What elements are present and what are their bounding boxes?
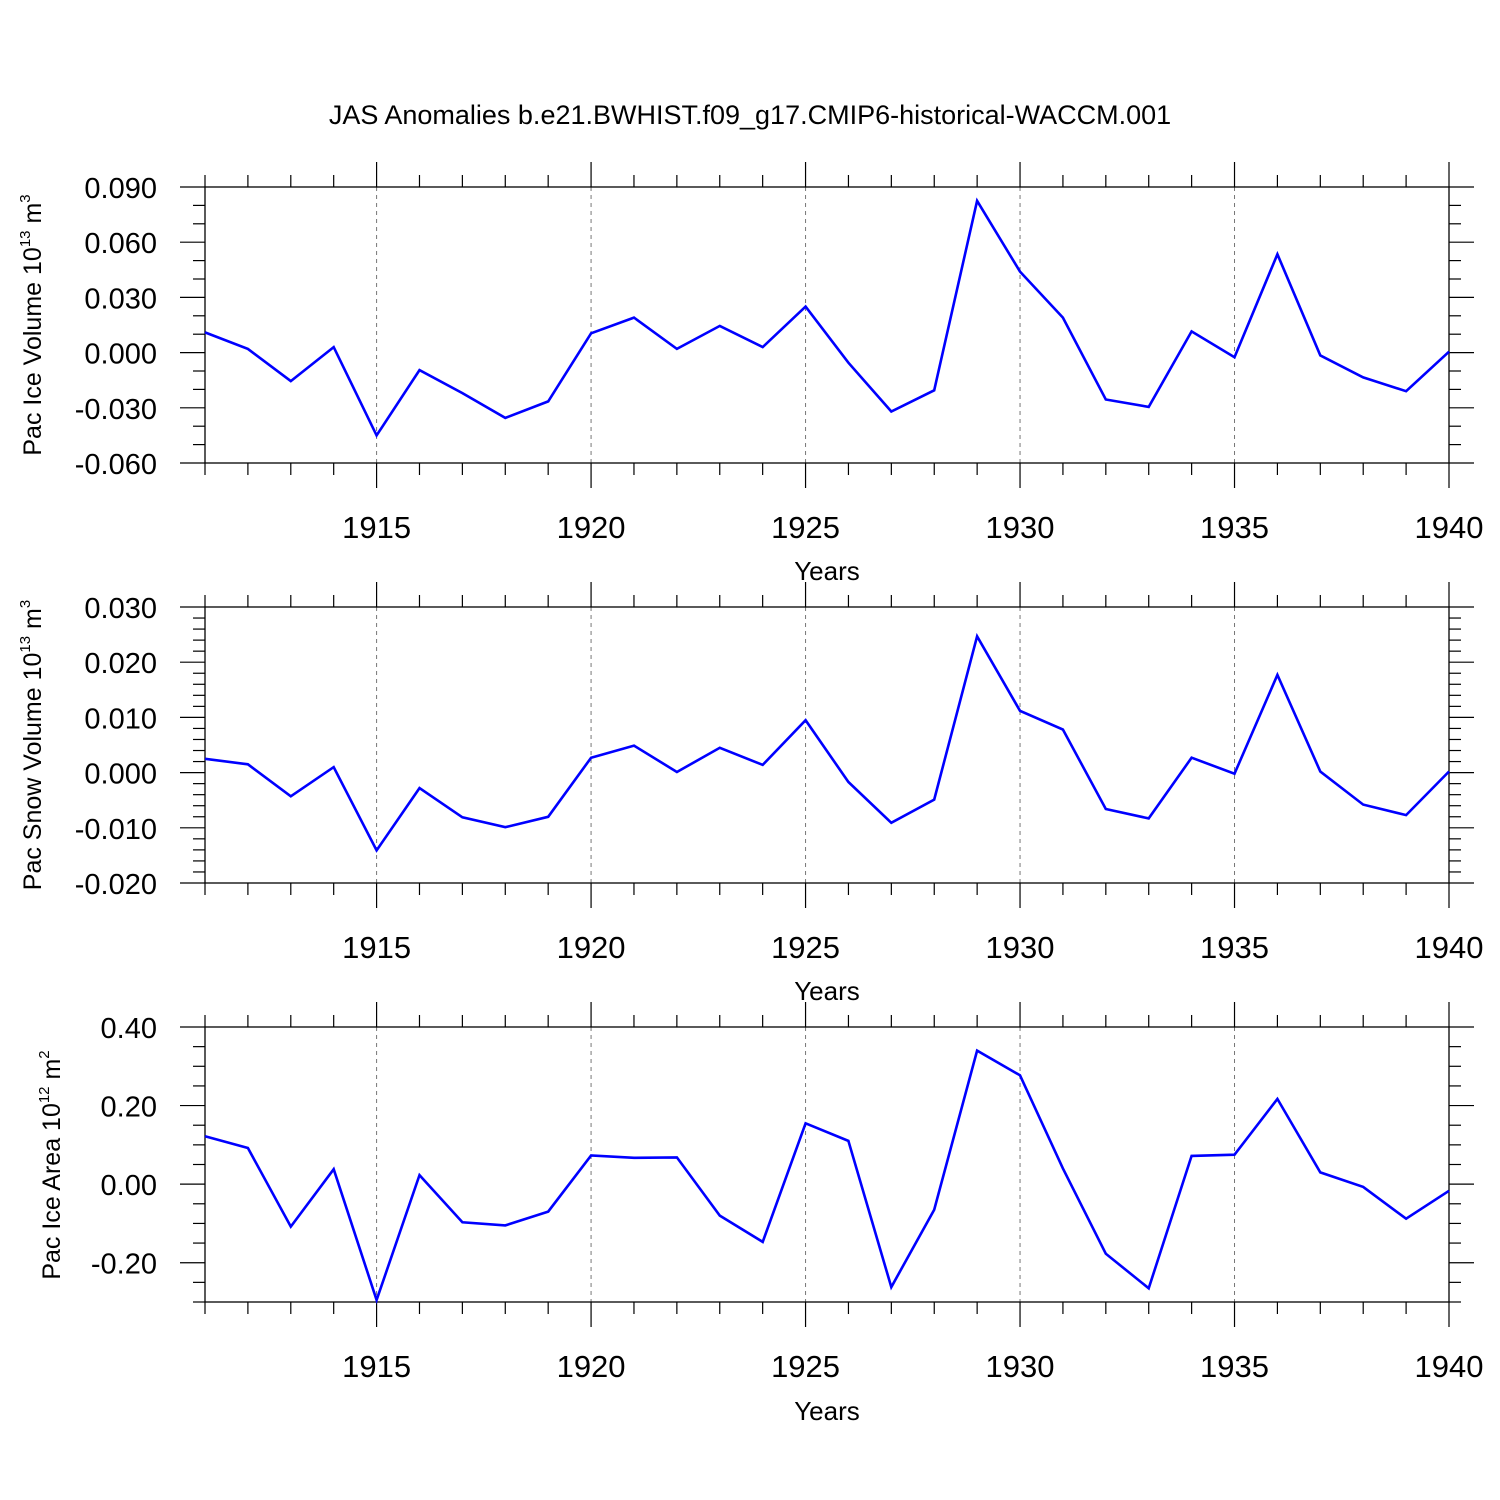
panel-ice-volume: Pac Ice Volume 1013 m3 Years -0.060 -0.03…: [17, 162, 1483, 586]
y-tick-label: 0.010: [84, 703, 157, 735]
series-line: [204, 197, 1450, 439]
x-tick-label: 1940: [1415, 510, 1484, 545]
y-tick-label: -0.060: [75, 449, 157, 481]
xlabel-snow-volume: Years: [794, 976, 860, 1006]
x-tick-label: 1930: [986, 510, 1055, 545]
y-tick-label: 0.030: [84, 283, 157, 315]
x-tick-label: 1915: [342, 930, 411, 965]
series-line: [204, 632, 1450, 853]
y-tick-label: -0.020: [75, 869, 157, 901]
ylabel-ice-volume: Pac Ice Volume 1013 m3: [17, 194, 47, 455]
y-tick-label: 0.090: [84, 173, 157, 205]
x-tick-label: 1940: [1415, 930, 1484, 965]
y-tick-label: 0.000: [84, 759, 157, 791]
x-tick-label: 1915: [342, 1349, 411, 1384]
plot-frame: [204, 1026, 1450, 1303]
x-tick-label: 1925: [771, 1349, 840, 1384]
y-tick-label: 0.000: [84, 339, 157, 371]
x-tick-label: 1920: [557, 510, 626, 545]
xlabel-ice-volume: Years: [794, 556, 860, 586]
series-line: [204, 1048, 1450, 1305]
y-tick-label: -0.010: [75, 814, 157, 846]
panel-snow-volume: Pac Snow Volume 1013 m3 Years -0.020 -0.0…: [17, 582, 1483, 1006]
y-tick-label: 0.20: [101, 1092, 157, 1124]
x-tick-label: 1930: [986, 930, 1055, 965]
plot-frame: [204, 186, 1450, 464]
y-tick-label: 0.020: [84, 648, 157, 680]
x-tick-label: 1920: [557, 930, 626, 965]
figure-title: JAS Anomalies b.e21.BWHIST.f09_g17.CMIP6…: [329, 100, 1171, 130]
xlabel-ice-area: Years: [794, 1396, 860, 1426]
x-tick-label: 1925: [771, 510, 840, 545]
ylabel-snow-volume: Pac Snow Volume 1013 m3: [17, 600, 47, 890]
x-tick-label: 1930: [986, 1349, 1055, 1384]
x-tick-label: 1940: [1415, 1349, 1484, 1384]
x-tick-label: 1920: [557, 1349, 626, 1384]
y-tick-label: -0.030: [75, 394, 157, 426]
y-tick-label: 0.40: [101, 1013, 157, 1045]
x-tick-label: 1925: [771, 930, 840, 965]
x-tick-label: 1935: [1200, 930, 1269, 965]
y-tick-label: 0.030: [84, 593, 157, 625]
panel-ice-area: Pac Ice Area 1012 m2 Years -0.20 0.00 0.20…: [36, 1002, 1483, 1426]
x-tick-label: 1915: [342, 510, 411, 545]
y-tick-label: 0.00: [101, 1170, 157, 1202]
x-tick-label: 1935: [1200, 510, 1269, 545]
y-tick-label: 0.060: [84, 228, 157, 260]
plot-frame: [204, 606, 1450, 884]
y-tick-label: -0.20: [91, 1249, 157, 1281]
ylabel-ice-area: Pac Ice Area 1012 m2: [36, 1050, 66, 1279]
x-tick-label: 1935: [1200, 1349, 1269, 1384]
